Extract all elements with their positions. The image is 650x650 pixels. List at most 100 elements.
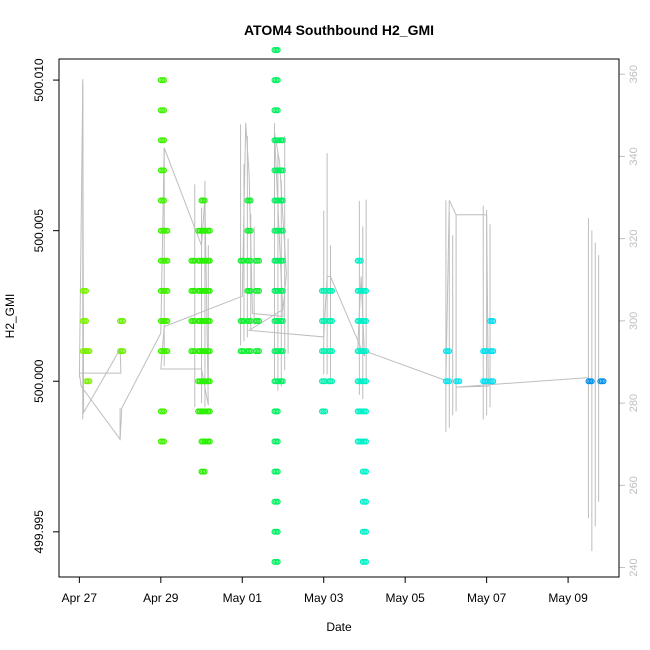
data-point xyxy=(322,408,329,415)
data-point xyxy=(161,408,168,415)
x-tick-label: May 07 xyxy=(467,591,507,605)
y2-tick-label: 360 xyxy=(628,65,640,83)
data-point xyxy=(600,378,607,385)
data-point xyxy=(164,318,171,325)
data-point xyxy=(256,348,263,355)
x-tick-label: May 03 xyxy=(304,591,344,605)
data-point xyxy=(201,197,208,204)
data-point xyxy=(279,348,286,355)
data-point xyxy=(279,318,286,325)
x-tick-label: May 09 xyxy=(548,591,588,605)
data-point xyxy=(206,408,213,415)
data-point xyxy=(490,348,497,355)
x-tick-label: May 01 xyxy=(223,591,263,605)
y-tick-label: 499.995 xyxy=(32,510,46,554)
data-point xyxy=(206,257,213,264)
data-point xyxy=(329,348,336,355)
data-point xyxy=(363,408,370,415)
data-point xyxy=(279,257,286,264)
chart-title: ATOM4 Southbound H2_GMI xyxy=(244,22,434,38)
data-point xyxy=(201,468,208,475)
data-point xyxy=(82,287,89,294)
data-point xyxy=(161,107,168,114)
axes: Apr 27 Apr 29 May 01 May 03 May 05 May 07 May … xyxy=(32,58,640,605)
data-point xyxy=(490,378,497,385)
data-point xyxy=(363,287,370,294)
data-point xyxy=(274,107,281,114)
data-point xyxy=(161,167,168,174)
data-point xyxy=(279,197,286,204)
data-point xyxy=(164,257,171,264)
y2-tick-label: 280 xyxy=(628,394,640,412)
gray-trace-layer xyxy=(78,79,600,552)
data-point xyxy=(206,378,213,385)
data-point xyxy=(279,137,286,144)
data-point xyxy=(164,348,171,355)
data-point xyxy=(274,438,281,445)
data-point xyxy=(206,287,213,294)
plot-frame xyxy=(58,58,620,578)
data-point xyxy=(363,468,370,475)
y-axis-label: H2_GMI xyxy=(3,294,17,339)
data-point xyxy=(161,438,168,445)
y-tick-label: 500.010 xyxy=(32,58,46,102)
data-point xyxy=(161,197,168,204)
data-point xyxy=(206,318,213,325)
x-tick-label: Apr 29 xyxy=(143,591,179,605)
y2-tick-label: 300 xyxy=(628,312,640,330)
data-point xyxy=(363,498,370,505)
data-point xyxy=(274,528,281,535)
data-point xyxy=(274,558,281,565)
data-point xyxy=(588,378,595,385)
y-tick-label: 500.000 xyxy=(32,359,46,403)
data-point xyxy=(82,318,89,325)
data-point xyxy=(329,318,336,325)
data-point xyxy=(329,378,336,385)
data-point xyxy=(256,287,263,294)
y-tick-label: 500.005 xyxy=(32,209,46,253)
data-point xyxy=(363,348,370,355)
data-point xyxy=(446,348,453,355)
x-tick-label: May 05 xyxy=(386,591,426,605)
data-point xyxy=(247,227,254,234)
y2-tick-label: 260 xyxy=(628,476,640,494)
data-point xyxy=(161,77,168,84)
data-point xyxy=(274,46,281,53)
data-point xyxy=(279,378,286,385)
data-point xyxy=(279,167,286,174)
gray-trace-line xyxy=(78,81,589,441)
data-point xyxy=(206,348,213,355)
data-point xyxy=(363,528,370,535)
data-point xyxy=(256,257,263,264)
data-point xyxy=(247,197,254,204)
data-point xyxy=(357,257,364,264)
data-point xyxy=(363,318,370,325)
x-axis-label: Date xyxy=(326,620,352,634)
data-point xyxy=(206,438,213,445)
data-point xyxy=(161,137,168,144)
data-point xyxy=(86,378,93,385)
data-point xyxy=(456,378,463,385)
data-point xyxy=(206,227,213,234)
data-point xyxy=(274,468,281,475)
data-point xyxy=(363,558,370,565)
data-point xyxy=(164,227,171,234)
data-point xyxy=(279,287,286,294)
points-layer xyxy=(79,46,607,565)
data-point xyxy=(490,318,497,325)
data-point xyxy=(274,77,281,84)
data-point xyxy=(363,438,370,445)
data-point xyxy=(86,348,93,355)
y2-tick-label: 240 xyxy=(628,558,640,576)
data-point xyxy=(120,318,127,325)
y2-tick-label: 320 xyxy=(628,229,640,247)
data-point xyxy=(256,318,263,325)
data-point xyxy=(120,348,127,355)
data-point xyxy=(446,378,453,385)
data-point xyxy=(279,227,286,234)
x-tick-label: Apr 27 xyxy=(62,591,98,605)
data-point xyxy=(274,498,281,505)
data-point xyxy=(274,408,281,415)
data-point xyxy=(164,287,171,294)
